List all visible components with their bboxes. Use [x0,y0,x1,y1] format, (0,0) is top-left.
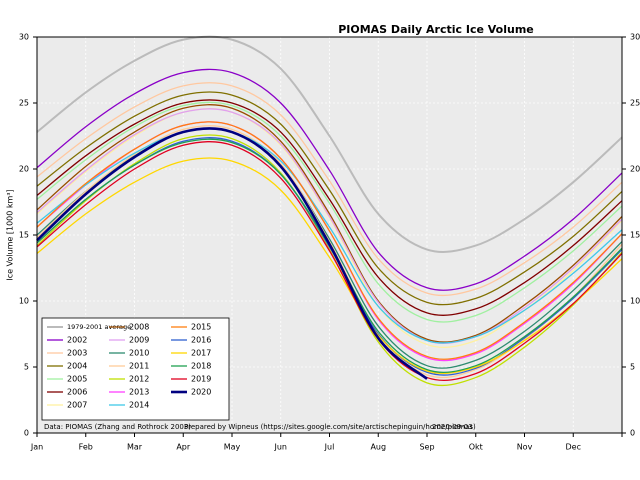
y-tick-label: 5 [24,363,29,372]
legend-label: 2016 [191,336,211,345]
legend-label: 2012 [129,375,149,384]
legend-label: 2018 [191,362,211,371]
y2-tick-label: 30 [630,33,640,42]
y-tick-label: 20 [19,165,29,174]
legend-label: 2010 [129,349,149,358]
note: Prepared by Wipneus (https://sites.googl… [184,423,476,431]
legend-label: 2006 [67,388,87,397]
legend-label: 1979-2001 average [67,323,131,331]
y-tick-label: 30 [19,33,29,42]
series-line [36,101,623,323]
x-tick-label: Aug [370,443,386,452]
legend-label: 2005 [67,375,87,384]
x-tick-label: Jun [274,443,288,452]
y2-tick-label: 5 [630,363,635,372]
y-tick-label: 15 [19,231,29,240]
legend-label: 2013 [129,388,149,397]
legend-label: 2017 [191,349,211,358]
series-line [36,35,623,253]
note: Data: PIOMAS (Zhang and Rothrock 2003) [44,423,191,431]
x-tick-label: Feb [79,443,93,452]
legend-label: 2004 [67,362,87,371]
series-line [36,99,623,316]
y2-tick-label: 15 [630,231,640,240]
x-tick-label: Okt [469,443,483,452]
legend-label: 2002 [67,336,87,345]
series-line [36,128,623,344]
x-tick-label: Jul [324,443,335,452]
x-tick-label: Sep [419,443,434,452]
y-tick-label: 10 [19,297,29,306]
legend-label: 2003 [67,349,87,358]
legend-label: 2011 [129,362,149,371]
lines [36,35,623,387]
series-line [36,82,623,297]
series-line [36,121,623,360]
legend-label: 2019 [191,375,211,384]
legend-label: 2009 [129,336,149,345]
y2-tick-label: 20 [630,165,640,174]
series-line [36,157,623,375]
x-tick-label: Jan [30,443,43,452]
x-tick-label: Nov [517,443,533,452]
y-tick-label: 25 [19,99,29,108]
y2-tick-label: 0 [630,429,635,438]
legend-label: 2014 [129,401,149,410]
legend-label: 2007 [67,401,87,410]
series-line [36,141,623,381]
series-line [36,127,428,380]
series-line [36,91,623,306]
x-tick-label: Apr [176,443,191,452]
x-tick-label: Dec [566,443,581,452]
series-line [36,104,623,343]
y-axis-label: Ice Volume [1000 km³] [6,189,15,280]
legend-label: 2020 [191,388,211,397]
legend-box [41,317,230,421]
legend: 1979-2001 average 2002 2003 2004 2005 2006 200… [41,317,230,421]
y2-tick-label: 25 [630,99,640,108]
legend-label: 2015 [191,323,211,332]
legend-label: 2008 [129,323,149,332]
x-tick-label: Mar [127,443,143,452]
chart-title: PIOMAS Daily Arctic Ice Volume [338,23,534,36]
series-line [36,68,623,291]
y-tick-label: 0 [24,429,29,438]
series-line [36,108,623,344]
x-tick-label: May [224,443,241,452]
note: 2020-09-03 [432,423,473,431]
y2-tick-label: 10 [630,297,640,306]
